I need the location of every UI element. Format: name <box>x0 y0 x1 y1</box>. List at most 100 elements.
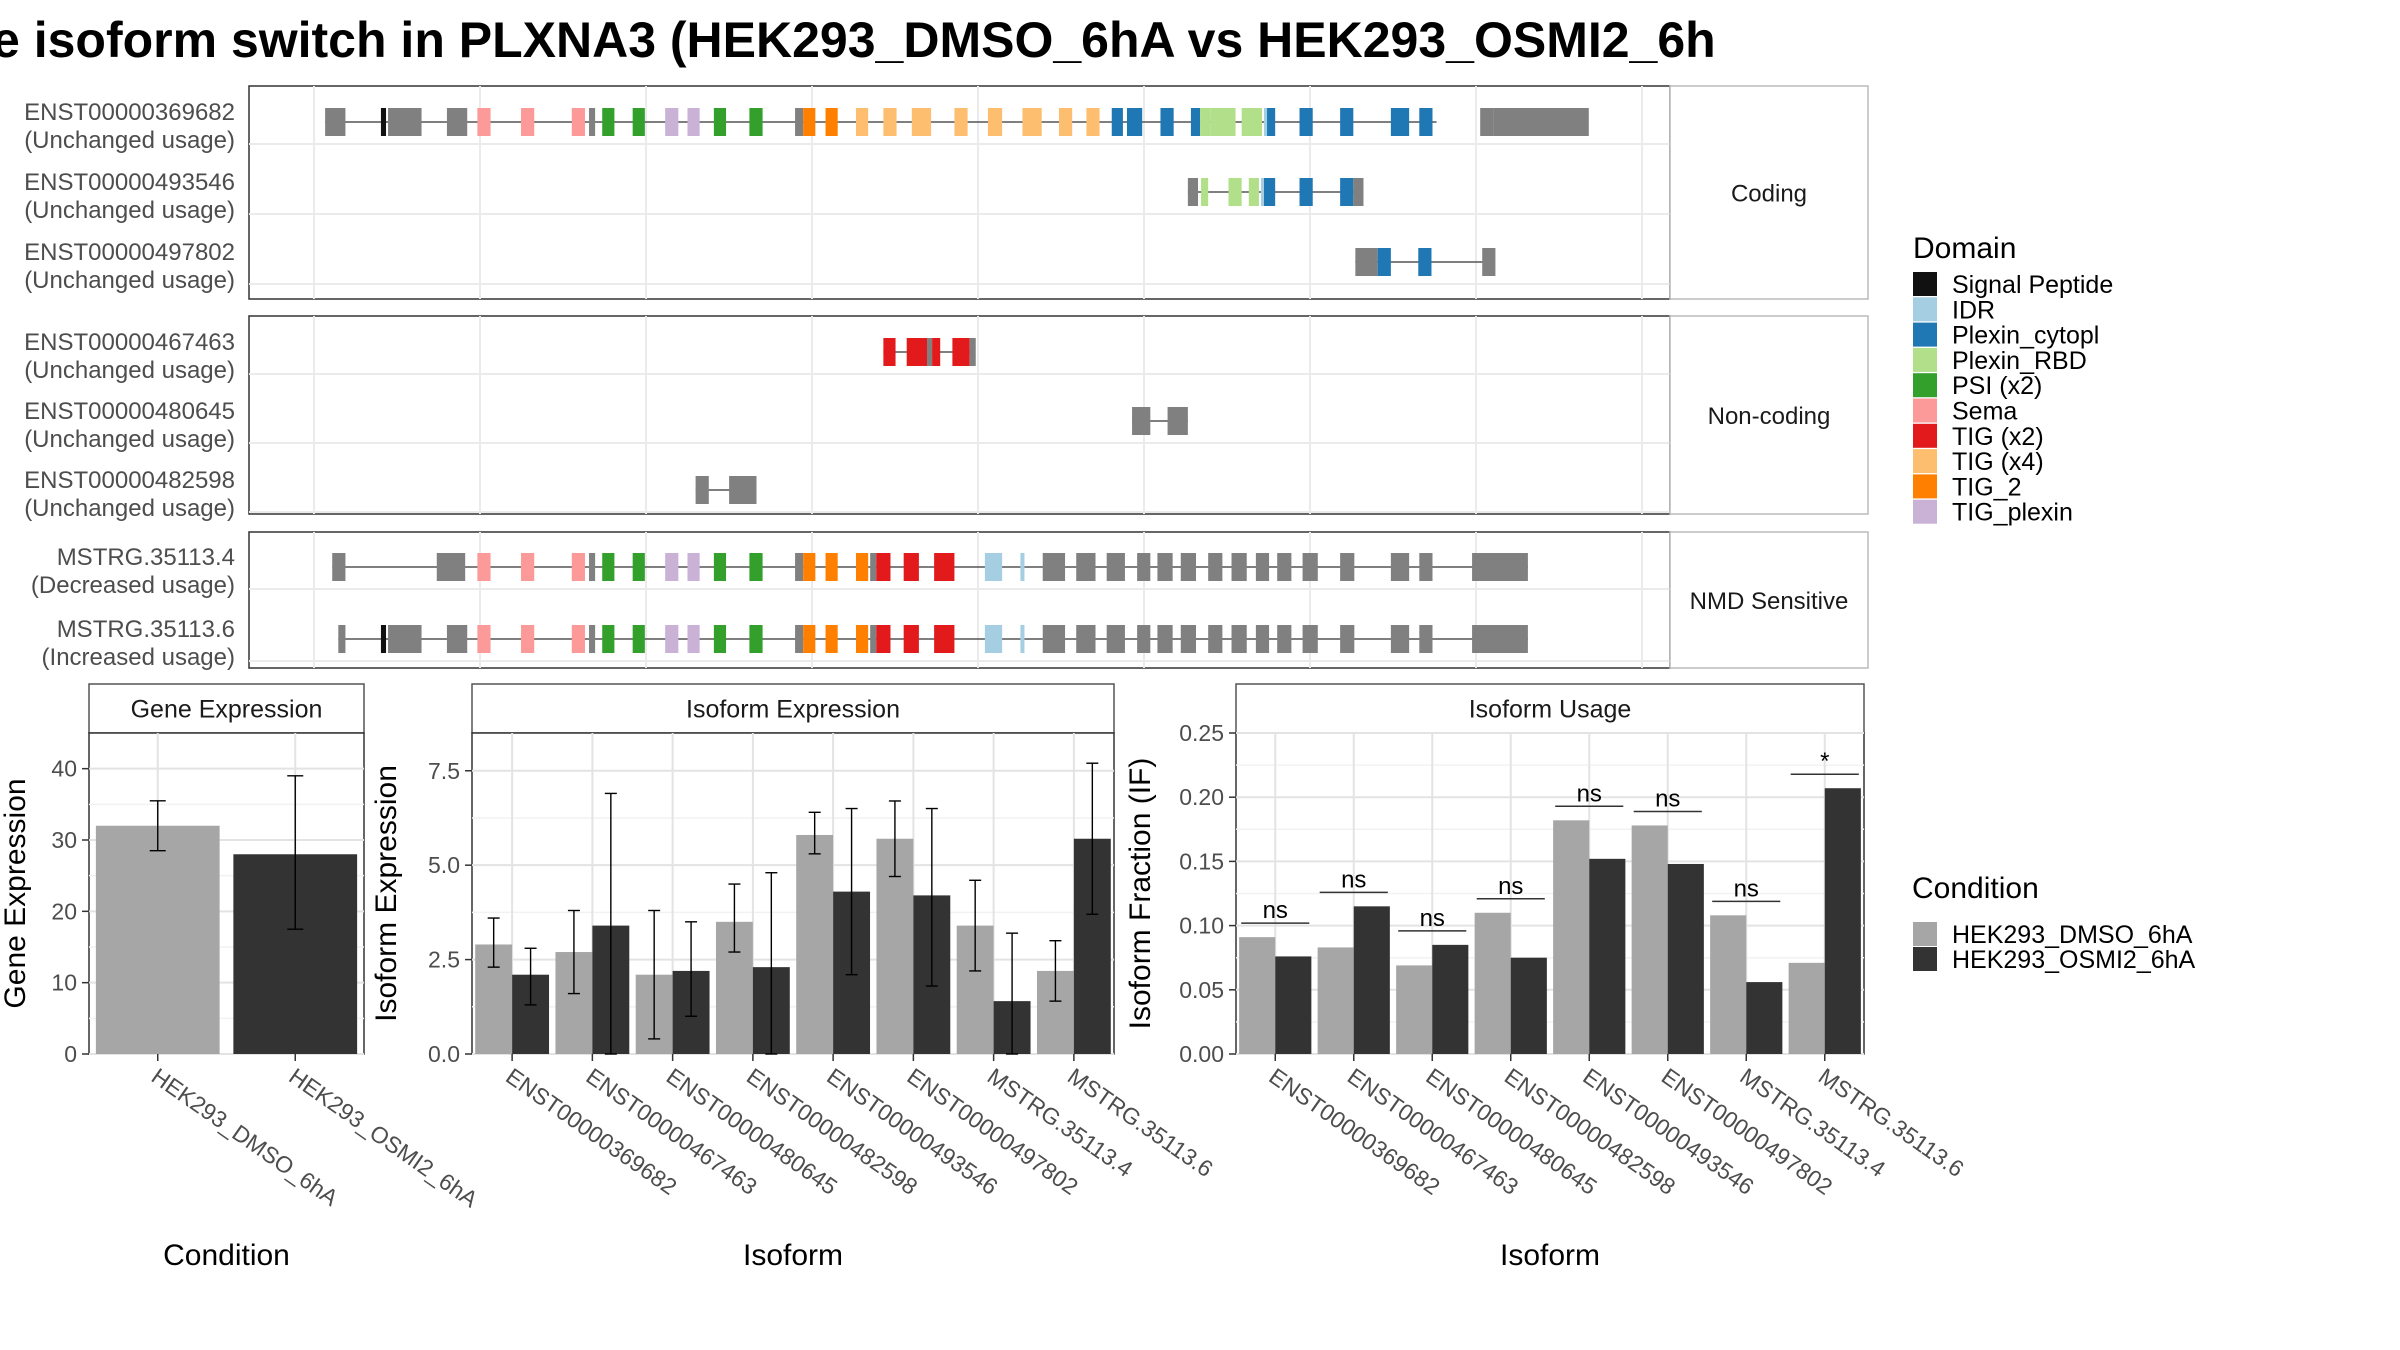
exon <box>521 553 535 581</box>
exon <box>1157 553 1173 581</box>
exon <box>589 108 596 136</box>
x-axis-label: Isoform <box>743 1239 843 1272</box>
y-tick-label: 20 <box>51 898 77 924</box>
condition-label: HEK293_OSMI2_6hA <box>1952 946 2196 974</box>
exon <box>795 108 804 136</box>
exon <box>1340 108 1354 136</box>
facet-strip <box>471 683 1115 734</box>
exon <box>911 108 932 136</box>
exon <box>749 108 763 136</box>
exon <box>571 625 585 653</box>
y-axis-label: Isoform Fraction (IF) <box>1124 758 1157 1030</box>
domain-label: TIG (x2) <box>1952 423 2044 451</box>
transcript-id: ENST00000467463 <box>24 329 235 356</box>
exon <box>388 625 422 653</box>
domain-swatch <box>1913 449 1937 474</box>
transcript-id: ENST00000369682 <box>24 99 235 126</box>
chart-title: Gene Expression <box>131 696 323 724</box>
exon <box>1472 553 1528 581</box>
exon <box>695 476 709 504</box>
exon <box>1208 553 1223 581</box>
bar <box>1239 937 1276 1054</box>
exon <box>1299 108 1313 136</box>
exon <box>589 553 596 581</box>
exon <box>1241 108 1262 136</box>
transcript-group: NMD Sensitive MSTRG.35113.4(Decreased usa… <box>31 531 1869 671</box>
bar <box>1553 820 1590 1054</box>
exon <box>749 625 763 653</box>
exon <box>1419 625 1433 653</box>
transcript-row: ENST00000480645(Unchanged usage) <box>24 398 1188 453</box>
x-tick-label: MSTRG.35113.6 <box>1063 1063 1218 1182</box>
facet-label: Non-coding <box>1708 403 1831 430</box>
bar <box>1317 947 1354 1054</box>
y-tick-label: 40 <box>51 756 77 782</box>
exon <box>1419 553 1433 581</box>
exon <box>1231 553 1247 581</box>
exon <box>825 108 838 136</box>
exon <box>602 625 615 653</box>
exon <box>338 625 346 653</box>
exon <box>388 108 422 136</box>
exon <box>1210 108 1236 136</box>
exon <box>1106 553 1125 581</box>
domain-swatch <box>1913 297 1937 322</box>
condition-swatch <box>1913 947 1937 971</box>
bar <box>1510 957 1547 1054</box>
domain-label: Signal Peptide <box>1952 271 2113 299</box>
bar <box>1474 912 1511 1054</box>
exon <box>713 108 727 136</box>
significance-label: ns <box>1420 905 1445 932</box>
facet-strip <box>1235 683 1865 734</box>
domain-swatch <box>1913 474 1937 499</box>
exon <box>803 108 816 136</box>
exon <box>1277 553 1292 581</box>
exon <box>571 108 585 136</box>
exon <box>632 108 645 136</box>
transcript-id: MSTRG.35113.6 <box>57 616 235 643</box>
exon <box>1076 553 1096 581</box>
y-tick-label: 0.25 <box>1179 720 1224 746</box>
exon <box>1020 553 1025 581</box>
exon <box>1264 178 1276 206</box>
significance-label: ns <box>1263 897 1288 924</box>
isoform-usage-chart: Isoform Usage 0.00 0.05 0.10 0.15 0.20 0.25 Iso… <box>1124 683 1969 1272</box>
exon <box>1264 108 1268 136</box>
bar <box>1353 906 1390 1054</box>
exon <box>825 553 838 581</box>
bar <box>1667 863 1704 1054</box>
domain-label: TIG_2 <box>1952 473 2021 501</box>
exon <box>1340 553 1355 581</box>
exon <box>1201 178 1209 206</box>
domain-swatch <box>1913 499 1937 524</box>
domain-swatch <box>1913 347 1937 372</box>
exon <box>803 553 816 581</box>
y-tick-label: 0.0 <box>428 1041 460 1067</box>
exon <box>1106 625 1125 653</box>
exon <box>380 108 387 136</box>
transcript-usage: (Unchanged usage) <box>24 127 235 154</box>
transcript-usage: (Increased usage) <box>42 644 235 671</box>
exon <box>687 108 700 136</box>
exon <box>602 553 615 581</box>
exon <box>632 553 645 581</box>
exon <box>729 476 757 504</box>
exon <box>1167 407 1188 435</box>
exon <box>855 625 869 653</box>
exon <box>1390 108 1410 136</box>
exon <box>1482 248 1496 276</box>
exon <box>1390 553 1410 581</box>
exon <box>665 625 679 653</box>
facet-strip <box>1669 531 1869 669</box>
exon <box>934 625 955 653</box>
exon <box>870 625 877 653</box>
exon <box>1200 108 1211 136</box>
bar <box>1589 858 1626 1054</box>
bar <box>95 825 220 1054</box>
domain-label: TIG (x4) <box>1952 448 2044 476</box>
y-tick-label: 0.20 <box>1179 784 1224 810</box>
